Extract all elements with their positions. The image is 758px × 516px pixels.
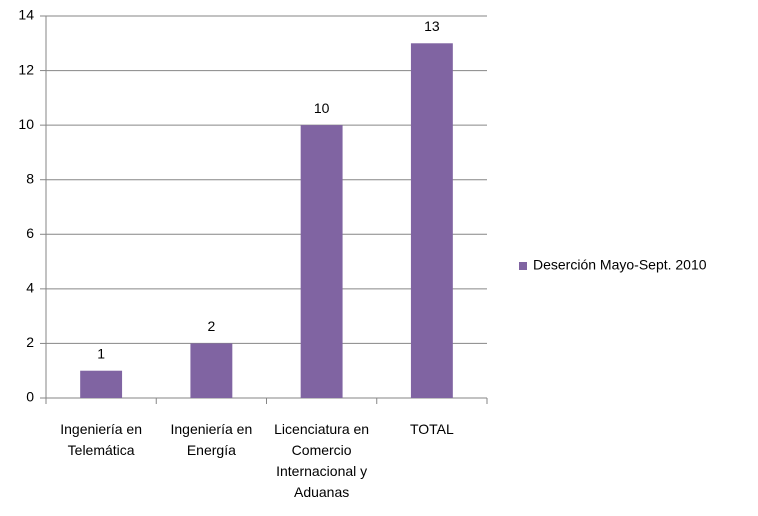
y-tick-label: 8 — [26, 170, 34, 186]
y-tick-label: 0 — [26, 389, 34, 405]
y-tick-label: 12 — [18, 61, 34, 77]
y-tick-label: 4 — [26, 280, 34, 296]
bar — [300, 125, 343, 399]
data-label: 13 — [424, 18, 440, 34]
legend-label: Deserción Mayo-Sept. 2010 — [533, 257, 707, 273]
y-tick-label: 6 — [26, 225, 34, 241]
legend-swatch — [519, 262, 527, 270]
x-tick-label: Licenciatura en Comercio Internacional y… — [274, 421, 370, 500]
y-tick-label: 2 — [26, 334, 34, 350]
bar — [410, 43, 453, 399]
x-tick-label-box: Licenciatura en Comercio Internacional y… — [274, 421, 370, 500]
y-tick-label: 14 — [18, 7, 34, 23]
x-tick-label-box: TOTAL — [409, 421, 454, 437]
data-label: 2 — [207, 318, 215, 334]
data-label: 1 — [97, 345, 105, 361]
bar — [190, 343, 233, 398]
x-tick-label-box: Ingeniería en Telemática — [60, 421, 142, 458]
x-tick-label-box: Ingeniería en Energía — [170, 421, 253, 458]
y-tick-label: 10 — [18, 116, 34, 132]
x-tick-label: Ingeniería en Telemática — [60, 421, 142, 458]
x-tick-label: TOTAL — [409, 421, 454, 437]
bar — [80, 370, 123, 398]
data-label: 10 — [314, 100, 330, 116]
x-tick-label: Ingeniería en Energía — [170, 421, 253, 458]
